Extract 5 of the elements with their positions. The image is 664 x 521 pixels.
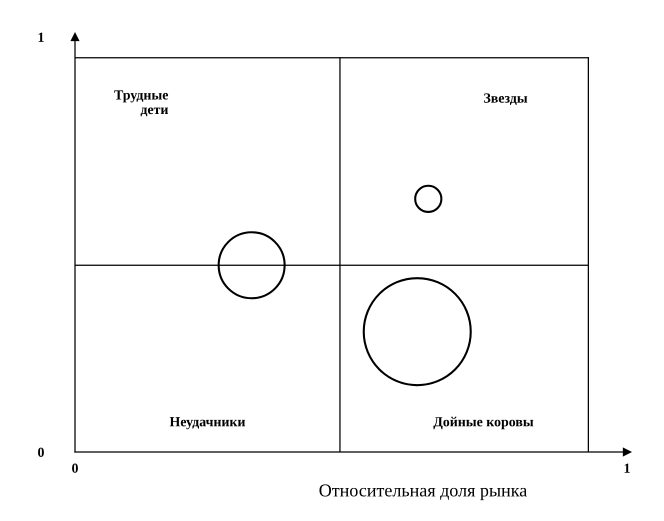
annotation: Трудные дети (114, 90, 168, 116)
annotation: Звезды (484, 93, 528, 106)
annotation: Дойные коровы (433, 416, 534, 430)
x-axis-title: Относительная доля рынка (319, 484, 528, 500)
annotation: Неудачники (170, 417, 246, 430)
